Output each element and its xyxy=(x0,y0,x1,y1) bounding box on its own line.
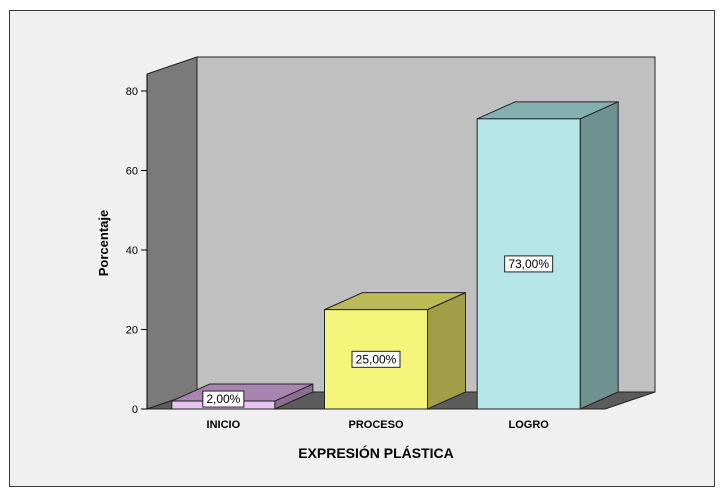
data-label-box xyxy=(504,255,554,273)
data-label-box xyxy=(351,350,401,368)
y-tick-label-80: 80 xyxy=(126,86,138,98)
data-label-logro: 73,00% xyxy=(508,257,549,271)
bar-logro xyxy=(476,101,619,410)
side-wall xyxy=(146,56,198,410)
labels: 2,00% INICIO 25,00% PROCESO 73,00% LOGRO xyxy=(202,255,554,431)
y-tick-label-0: 0 xyxy=(132,404,138,416)
y-axis: 0 20 40 60 80 xyxy=(126,74,148,416)
data-label-proceso: 25,00% xyxy=(356,352,397,366)
y-axis-title: Porcentaje xyxy=(96,210,111,276)
y-tick-label-40: 40 xyxy=(126,245,138,257)
x-tick-label-inicio: INICIO xyxy=(207,419,241,431)
y-tick-label-20: 20 xyxy=(126,325,138,337)
y-tick-label-60: 60 xyxy=(126,166,138,178)
data-label-inicio: 2,00% xyxy=(206,392,240,406)
data-label-box xyxy=(202,390,245,408)
bar-side xyxy=(427,291,466,410)
bar-side xyxy=(579,101,619,410)
x-tick-label-logro: LOGRO xyxy=(508,419,549,431)
bar-proceso xyxy=(324,291,466,410)
x-axis-title: EXPRESIÓN PLÁSTICA xyxy=(298,444,454,461)
x-tick-label-proceso: PROCESO xyxy=(348,419,403,431)
